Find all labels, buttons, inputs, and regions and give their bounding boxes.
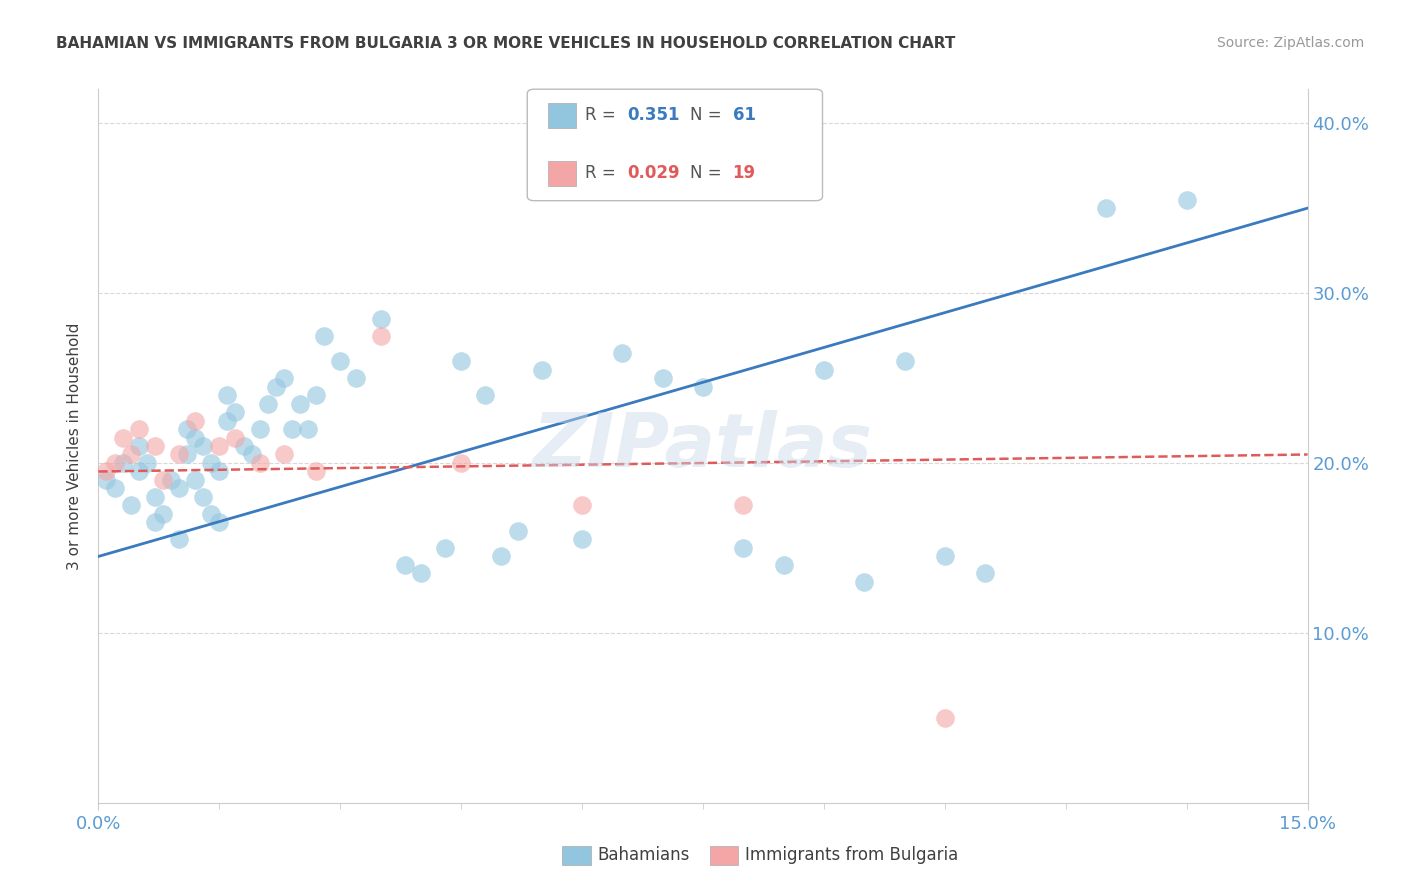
Point (474, 388, 496, 402)
Point (314, 328, 336, 343)
Point (143, 490, 166, 504)
Point (120, 499, 142, 513)
Point (193, 490, 215, 504)
Text: Source: ZipAtlas.com: Source: ZipAtlas.com (1216, 36, 1364, 50)
Point (143, 439, 166, 453)
Point (506, 524, 529, 538)
Point (612, 345, 634, 359)
Point (143, 516, 166, 530)
Point (128, 439, 150, 453)
Point (103, 482, 125, 496)
Point (1095, 201, 1118, 215)
Point (733, 541, 755, 555)
Point (184, 473, 207, 487)
Point (344, 371, 367, 385)
Point (249, 422, 271, 436)
Point (281, 422, 304, 436)
Point (772, 558, 794, 572)
Point (96, 465, 118, 479)
Point (974, 566, 997, 581)
Point (305, 465, 328, 479)
Text: 0.351: 0.351 (627, 106, 679, 124)
Text: 61: 61 (733, 106, 755, 124)
Point (111, 430, 134, 444)
Point (176, 448, 198, 462)
Point (893, 354, 915, 368)
Point (200, 456, 222, 470)
Point (111, 456, 134, 470)
Point (273, 371, 295, 385)
Point (208, 439, 231, 453)
Text: 19: 19 (733, 164, 755, 182)
Point (853, 574, 876, 589)
Point (329, 354, 352, 368)
Point (217, 413, 239, 427)
Point (934, 711, 956, 725)
Point (167, 482, 190, 496)
Point (128, 422, 150, 436)
Point (813, 362, 835, 376)
Point (176, 422, 198, 436)
Point (256, 396, 278, 410)
Text: N =: N = (690, 164, 727, 182)
Point (264, 379, 287, 393)
Point (103, 456, 125, 470)
Point (571, 533, 593, 547)
Text: BAHAMIAN VS IMMIGRANTS FROM BULGARIA 3 OR MORE VEHICLES IN HOUSEHOLD CORRELATION: BAHAMIAN VS IMMIGRANTS FROM BULGARIA 3 O… (56, 36, 956, 51)
Text: 0.029: 0.029 (627, 164, 679, 182)
Point (450, 354, 472, 368)
Point (692, 379, 714, 393)
Point (305, 388, 328, 402)
Point (273, 448, 295, 462)
Text: Immigrants from Bulgaria: Immigrants from Bulgaria (745, 847, 959, 864)
Point (240, 448, 263, 462)
Point (200, 507, 222, 521)
Point (160, 473, 183, 487)
Point (152, 473, 174, 487)
Point (232, 439, 254, 453)
Point (434, 541, 457, 555)
Point (167, 448, 190, 462)
Point (530, 362, 553, 376)
Point (394, 558, 416, 572)
Point (733, 499, 755, 513)
Point (152, 507, 174, 521)
Point (297, 422, 319, 436)
Point (370, 328, 392, 343)
Text: N =: N = (690, 106, 727, 124)
Point (571, 499, 593, 513)
Point (217, 388, 239, 402)
Point (1175, 193, 1198, 207)
Point (934, 549, 956, 564)
Point (96, 473, 118, 487)
Point (409, 566, 432, 581)
Point (224, 430, 246, 444)
Point (370, 311, 392, 326)
Point (208, 465, 231, 479)
Point (450, 456, 472, 470)
Point (120, 448, 142, 462)
Y-axis label: 3 or more Vehicles in Household: 3 or more Vehicles in Household (67, 322, 83, 570)
Point (184, 413, 207, 427)
Text: ZIPatlas: ZIPatlas (533, 409, 873, 483)
Point (208, 516, 231, 530)
Point (135, 456, 157, 470)
Point (491, 549, 513, 564)
Text: R =: R = (585, 164, 621, 182)
Point (167, 533, 190, 547)
Point (249, 456, 271, 470)
Text: R =: R = (585, 106, 621, 124)
Point (128, 465, 150, 479)
Point (651, 371, 673, 385)
Point (184, 430, 207, 444)
Text: Bahamians: Bahamians (598, 847, 690, 864)
Point (193, 439, 215, 453)
Point (224, 405, 246, 419)
Point (288, 396, 311, 410)
